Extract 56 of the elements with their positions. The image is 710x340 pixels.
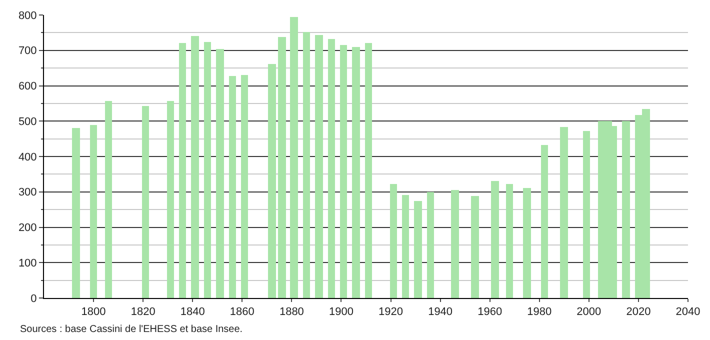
bar	[204, 42, 211, 298]
x-tick-label: 1920	[378, 306, 404, 318]
y-tick-label: 300	[18, 186, 37, 199]
x-tick-label: 1840	[180, 306, 205, 318]
bar	[414, 201, 422, 298]
x-tick-label: 1820	[130, 306, 156, 318]
y-tick-label: 100	[18, 257, 37, 270]
bar	[278, 37, 286, 298]
bar	[583, 131, 590, 298]
bar	[290, 17, 298, 298]
bar	[523, 188, 531, 298]
bar	[216, 49, 224, 298]
x-tick-label: 2040	[676, 306, 700, 318]
y-tick-label: 700	[18, 45, 37, 58]
x-tick-label: 1800	[81, 306, 106, 318]
bar	[402, 195, 409, 298]
bar	[622, 121, 630, 298]
source-note: Sources : base Cassini de l'EHESS et base Insee.	[20, 324, 243, 335]
bar	[229, 76, 236, 298]
bar	[268, 64, 276, 298]
y-tick-label: 400	[18, 151, 37, 164]
y-tick-label: 500	[18, 116, 37, 128]
x-tick-label: 1860	[230, 306, 254, 318]
x-tick-label: 1980	[527, 306, 552, 318]
bar	[142, 106, 149, 298]
x-tick-label: 2000	[576, 306, 602, 318]
bar	[191, 36, 199, 298]
x-tick-label: 1880	[279, 306, 304, 318]
bar	[105, 101, 112, 298]
x-tick-label: 2020	[626, 306, 651, 318]
bar	[328, 39, 335, 298]
bar	[167, 101, 174, 298]
x-tick-label: 1900	[328, 306, 354, 318]
bar	[315, 35, 323, 298]
y-tick-label: 200	[18, 222, 37, 234]
bar	[506, 184, 513, 298]
bar	[451, 190, 459, 298]
bar	[491, 181, 499, 298]
x-tick-label: 1940	[428, 306, 453, 318]
bar	[179, 43, 186, 298]
y-tick-label: 800	[18, 10, 37, 22]
bar	[241, 75, 248, 298]
y-tick-label: 0	[30, 292, 37, 305]
bar	[303, 32, 310, 298]
bar	[427, 192, 434, 298]
bar	[390, 184, 397, 298]
y-tick-label: 600	[18, 80, 37, 93]
bar	[541, 145, 548, 298]
bar	[340, 45, 347, 298]
bar	[72, 128, 80, 298]
x-tick-label: 1960	[478, 306, 502, 318]
bar	[365, 43, 372, 298]
bar	[471, 196, 479, 298]
bar	[90, 125, 97, 298]
bar	[352, 47, 360, 298]
bar	[560, 127, 568, 298]
